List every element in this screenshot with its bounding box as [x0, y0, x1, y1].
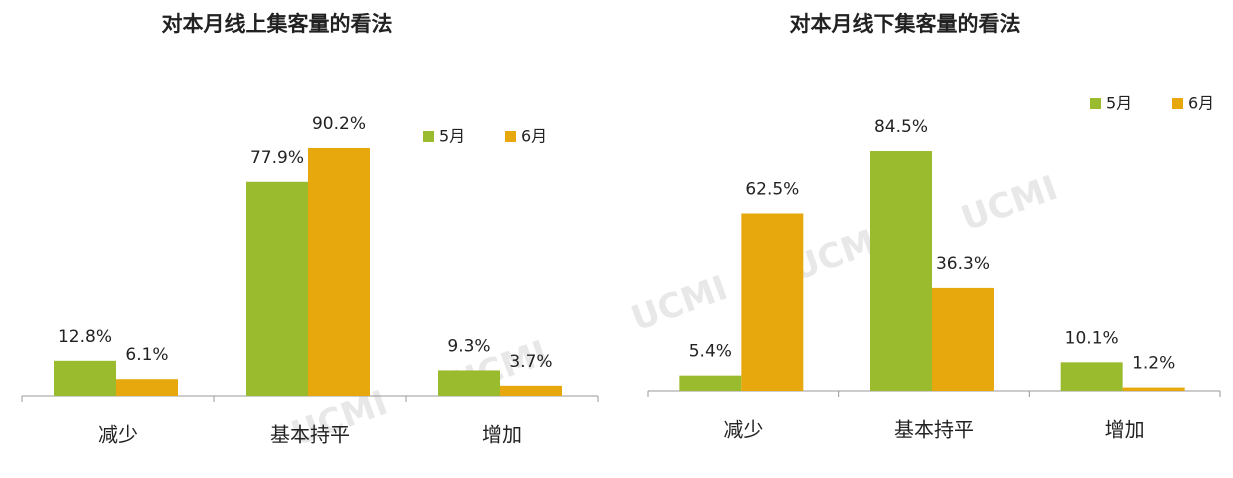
value-label: 12.8% — [58, 327, 112, 347]
bar — [932, 287, 994, 391]
value-label: 6.1% — [125, 345, 168, 365]
x-tick-label: 增加 — [482, 423, 522, 447]
bar — [116, 379, 178, 396]
watermark: UCMI — [956, 168, 1063, 239]
chart-title: 对本月线下集客量的看法 — [790, 12, 1021, 36]
x-tick-label: 减少 — [723, 418, 763, 442]
value-label: 62.5% — [745, 180, 799, 200]
value-label: 9.3% — [447, 336, 490, 356]
value-label: 90.2% — [312, 114, 366, 134]
legend-label: 5月 — [1106, 94, 1132, 113]
value-label: 3.7% — [509, 352, 552, 372]
value-label: 5.4% — [689, 342, 732, 362]
bar — [1122, 387, 1185, 391]
bar — [679, 375, 742, 391]
legend-swatch — [1090, 98, 1101, 109]
bar — [741, 213, 804, 391]
watermark: UCMI — [626, 268, 733, 339]
value-label: 1.2% — [1132, 354, 1175, 374]
bar — [54, 360, 116, 396]
value-label: 10.1% — [1065, 328, 1119, 348]
legend-swatch — [505, 131, 516, 142]
bar — [870, 151, 932, 391]
bar — [1060, 362, 1123, 391]
legend-label: 6月 — [521, 127, 547, 146]
x-tick-label: 增加 — [1105, 418, 1145, 442]
x-tick-label: 基本持平 — [270, 423, 350, 447]
bar — [308, 147, 370, 396]
bar — [500, 385, 562, 396]
chart-title: 对本月线上集客量的看法 — [162, 12, 393, 36]
x-tick-label: 减少 — [98, 423, 138, 447]
x-tick-label: 基本持平 — [894, 418, 974, 442]
legend-swatch — [423, 131, 434, 142]
value-label: 36.3% — [936, 254, 990, 274]
legend-swatch — [1172, 98, 1183, 109]
bar — [246, 181, 308, 396]
bar — [438, 370, 500, 396]
value-label: 77.9% — [250, 148, 304, 168]
legend-label: 6月 — [1188, 94, 1214, 113]
value-label: 84.5% — [874, 117, 928, 137]
legend-label: 5月 — [439, 127, 465, 146]
